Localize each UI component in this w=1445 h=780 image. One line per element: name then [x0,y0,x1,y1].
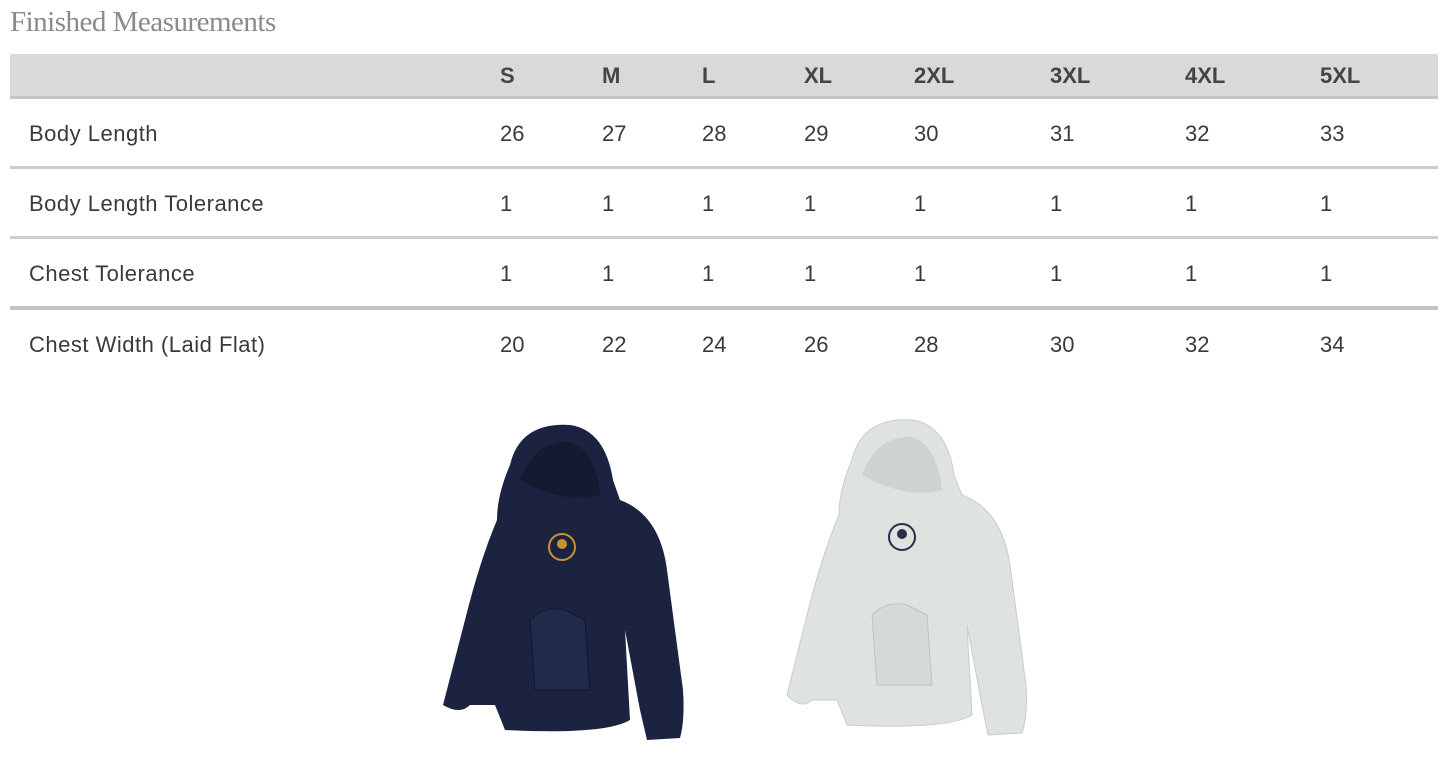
cell-value: 24 [702,332,727,357]
cell-value: 1 [804,191,817,216]
table-row: Body Length Tolerance 1 1 1 1 1 1 1 1 [10,169,1438,239]
table-row: Body Length 26 27 28 29 30 31 32 33 [10,99,1438,169]
cell-value: 26 [500,121,525,146]
cell-value: 1 [602,191,615,216]
cell-value: 32 [1185,332,1210,357]
table-row: Chest Tolerance 1 1 1 1 1 1 1 1 [10,239,1438,310]
header-size: 5XL [1320,63,1361,88]
row-label: Chest Tolerance [29,261,196,286]
cell-value: 22 [602,332,627,357]
cell-value: 1 [1185,191,1198,216]
header-size: 3XL [1050,63,1091,88]
cell-value: 33 [1320,121,1345,146]
cell-value: 1 [914,191,927,216]
cell-value: 1 [1050,191,1063,216]
cell-value: 30 [1050,332,1075,357]
cell-value: 1 [1320,261,1333,286]
cell-value: 27 [602,121,627,146]
cell-value: 1 [500,261,513,286]
table-row: Chest Width (Laid Flat) 20 22 24 26 28 30 32 34 [10,310,1438,377]
header-size: XL [804,63,833,88]
cell-value: 1 [1050,261,1063,286]
cell-value: 28 [914,332,939,357]
header-size: 2XL [914,63,955,88]
cell-value: 28 [702,121,727,146]
cell-value: 20 [500,332,525,357]
cell-value: 31 [1050,121,1075,146]
cell-value: 1 [702,261,715,286]
roslyn-logo [888,523,916,551]
header-size: 4XL [1185,63,1226,88]
cell-value: 1 [702,191,715,216]
cell-value: 1 [602,261,615,286]
row-label: Body Length [29,121,159,146]
roslyn-logo [548,533,576,561]
navy-hoodie-image [443,424,684,740]
measurements-table: S M L XL 2XL 3XL 4XL 5XL Body Length 26 27… [10,54,1438,377]
row-label: Chest Width (Laid Flat) [29,332,266,357]
header-size: L [702,63,716,88]
hoodie-shape [786,419,1027,736]
page-title: Finished Measurements [10,6,276,38]
cell-value: 30 [914,121,939,146]
cell-value: 1 [914,261,927,286]
row-label: Body Length Tolerance [29,191,265,216]
header-size: M [602,63,621,88]
gray-hoodie-image [786,419,1027,736]
cell-value: 26 [804,332,829,357]
cell-value: 1 [804,261,817,286]
cell-value: 1 [1320,191,1333,216]
table-header: S M L XL 2XL 3XL 4XL 5XL [10,54,1438,99]
cell-value: 1 [1185,261,1198,286]
cell-value: 32 [1185,121,1210,146]
cell-value: 29 [804,121,829,146]
cell-value: 34 [1320,332,1345,357]
hoodie-shape [443,424,684,740]
cell-value: 1 [500,191,513,216]
header-size: S [500,63,515,88]
